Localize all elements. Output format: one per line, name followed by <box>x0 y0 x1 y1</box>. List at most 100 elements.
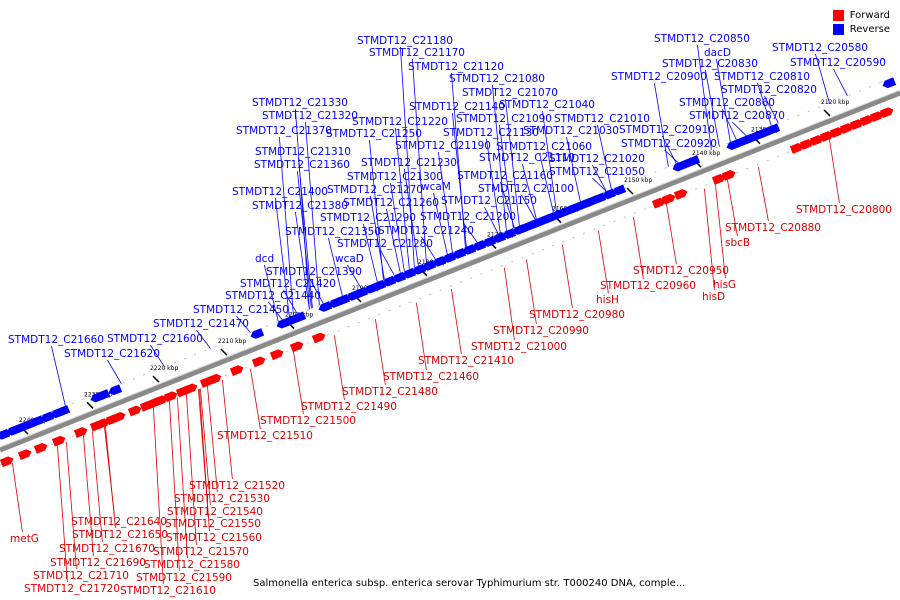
reverse-gene-leader-31 <box>386 208 401 274</box>
forward-gene-leader-5 <box>715 184 726 279</box>
forward-gene-label-16: STMDT12_C21510 <box>217 430 313 442</box>
forward-gene-label-32: metG <box>10 533 39 545</box>
reverse-gene-label-26: STMDT12_C21400 <box>232 186 328 198</box>
reverse-gene-leader-13 <box>369 139 384 280</box>
forward-gene-leader-2 <box>727 179 738 237</box>
reverse-gene-label-38: dcd <box>255 253 274 265</box>
reverse-gene-leader-40 <box>309 277 324 304</box>
reverse-gene-leader-12 <box>279 136 294 316</box>
reverse-gene-leader-58 <box>815 53 830 104</box>
reverse-gene-leader-17 <box>539 152 554 213</box>
reverse-gene-label-1: STMDT12_C21170 <box>369 47 465 59</box>
gene-reverse-23 <box>392 271 407 283</box>
gene-reverse-19 <box>354 286 369 298</box>
gene-reverse-14 <box>292 311 307 323</box>
reverse-gene-leader-35 <box>328 237 343 297</box>
gene-arrows <box>0 77 897 468</box>
reverse-gene-label-56: STMDT12_C20910 <box>619 124 715 136</box>
reverse-gene-label-13: STMDT12_C21250 <box>326 128 422 140</box>
tick-mark-0 <box>823 109 831 117</box>
reverse-gene-leader-25 <box>592 177 607 192</box>
reverse-gene-leader-48 <box>697 44 712 150</box>
gene-forward-30 <box>809 135 824 146</box>
reverse-gene-label-51: STMDT12_C20900 <box>611 71 707 83</box>
gene-reverse-31 <box>472 240 487 251</box>
reverse-gene-label-0: STMDT12_C21180 <box>357 35 453 47</box>
forward-gene-label-14: STMDT12_C21490 <box>301 401 397 413</box>
forward-gene-leader-15 <box>293 351 304 415</box>
gene-reverse-0 <box>0 428 11 440</box>
forward-gene-leader-3 <box>666 203 677 265</box>
gene-reverse-24 <box>402 267 417 279</box>
tick-label-10: 2220 kbp <box>150 365 178 372</box>
reverse-gene-leader-20 <box>404 168 419 267</box>
gene-reverse-33 <box>492 232 507 243</box>
reverse-gene-leader-27 <box>370 195 385 280</box>
forward-gene-label-28: STMDT12_C21670 <box>59 543 155 555</box>
reverse-gene-leader-46 <box>150 344 165 368</box>
reverse-gene-leader-24 <box>500 181 515 229</box>
reverse-gene-label-11: STMDT12_C21010 <box>554 113 650 125</box>
gene-reverse-56 <box>766 123 781 135</box>
forward-gene-leader-1 <box>758 167 769 222</box>
forward-gene-label-4: STMDT12_C20960 <box>600 280 696 292</box>
forward-gene-label-17: STMDT12_C21520 <box>189 480 285 492</box>
forward-gene-leader-30 <box>66 441 77 570</box>
gene-reverse-32 <box>482 236 497 247</box>
reverse-gene-label-8: STMDT12_C21320 <box>262 110 358 122</box>
forward-gene-label-19: STMDT12_C21540 <box>167 506 263 518</box>
forward-gene-leader-18 <box>207 385 218 493</box>
reverse-gene-label-43: STMDT12_C21450 <box>193 304 289 316</box>
reverse-gene-label-41: STMDT12_C21420 <box>240 278 336 290</box>
reverse-gene-label-50: STMDT12_C20830 <box>662 58 758 70</box>
forward-gene-label-31: STMDT12_C21720 <box>24 583 120 595</box>
gene-reverse-26 <box>422 259 437 271</box>
forward-gene-label-24: STMDT12_C21590 <box>136 572 232 584</box>
reverse-gene-leader-52 <box>757 82 772 127</box>
gene-forward-20 <box>269 349 284 361</box>
legend-reverse-label: Reverse <box>849 23 890 35</box>
forward-gene-leader-27 <box>105 426 116 529</box>
forward-gene-leader-28 <box>92 431 103 543</box>
gene-reverse-10 <box>108 384 123 396</box>
reverse-gene-leader-16 <box>438 151 453 253</box>
reverse-gene-leader-34 <box>463 222 478 243</box>
reverse-gene-label-2: STMDT12_C21120 <box>408 61 504 73</box>
reverse-gene-label-18: STMDT12_C21310 <box>255 146 351 158</box>
forward-gene-label-6: hisH <box>596 294 619 306</box>
reverse-gene-label-54: STMDT12_C20860 <box>679 97 775 109</box>
gene-forward-35 <box>859 115 874 127</box>
legend: Forward Reverse <box>832 8 890 36</box>
reverse-gene-leader-10 <box>499 124 514 229</box>
reverse-gene-leader-45 <box>51 345 66 407</box>
forward-gene-label-5: hisG <box>713 279 736 291</box>
gene-forward-9 <box>127 405 142 417</box>
reverse-gene-label-14: STMDT12_C21130 <box>443 127 539 139</box>
reverse-swatch <box>832 23 844 35</box>
gene-forward-29 <box>799 139 814 150</box>
tick-mark-3 <box>626 187 634 195</box>
forward-gene-leader-11 <box>451 288 462 355</box>
gene-forward-3 <box>51 435 66 447</box>
reverse-gene-leader-11 <box>597 124 612 190</box>
reverse-gene-label-44: STMDT12_C21470 <box>153 318 249 330</box>
forward-gene-label-25: STMDT12_C21610 <box>120 585 216 597</box>
reverse-gene-label-15: STMDT12_C21030 <box>523 125 619 137</box>
gene-reverse-22 <box>382 275 397 287</box>
gene-reverse-47 <box>612 184 627 196</box>
forward-gene-label-22: STMDT12_C21570 <box>153 546 249 558</box>
gene-forward-8 <box>111 412 126 423</box>
gene-reverse-30 <box>462 244 477 255</box>
reverse-gene-label-10: STMDT12_C21090 <box>456 113 552 125</box>
reverse-gene-leader-59 <box>833 68 848 97</box>
reverse-gene-label-55: STMDT12_C20870 <box>689 110 785 122</box>
forward-gene-label-18: STMDT12_C21530 <box>174 493 270 505</box>
tick-mark-11 <box>86 401 94 409</box>
gene-reverse-45 <box>592 192 607 204</box>
reverse-gene-leader-9 <box>395 127 410 270</box>
forward-gene-leader-25 <box>153 407 164 585</box>
forward-gene-leader-32 <box>12 463 23 533</box>
gene-reverse-46 <box>602 188 617 200</box>
reverse-gene-leader-54 <box>722 108 737 141</box>
